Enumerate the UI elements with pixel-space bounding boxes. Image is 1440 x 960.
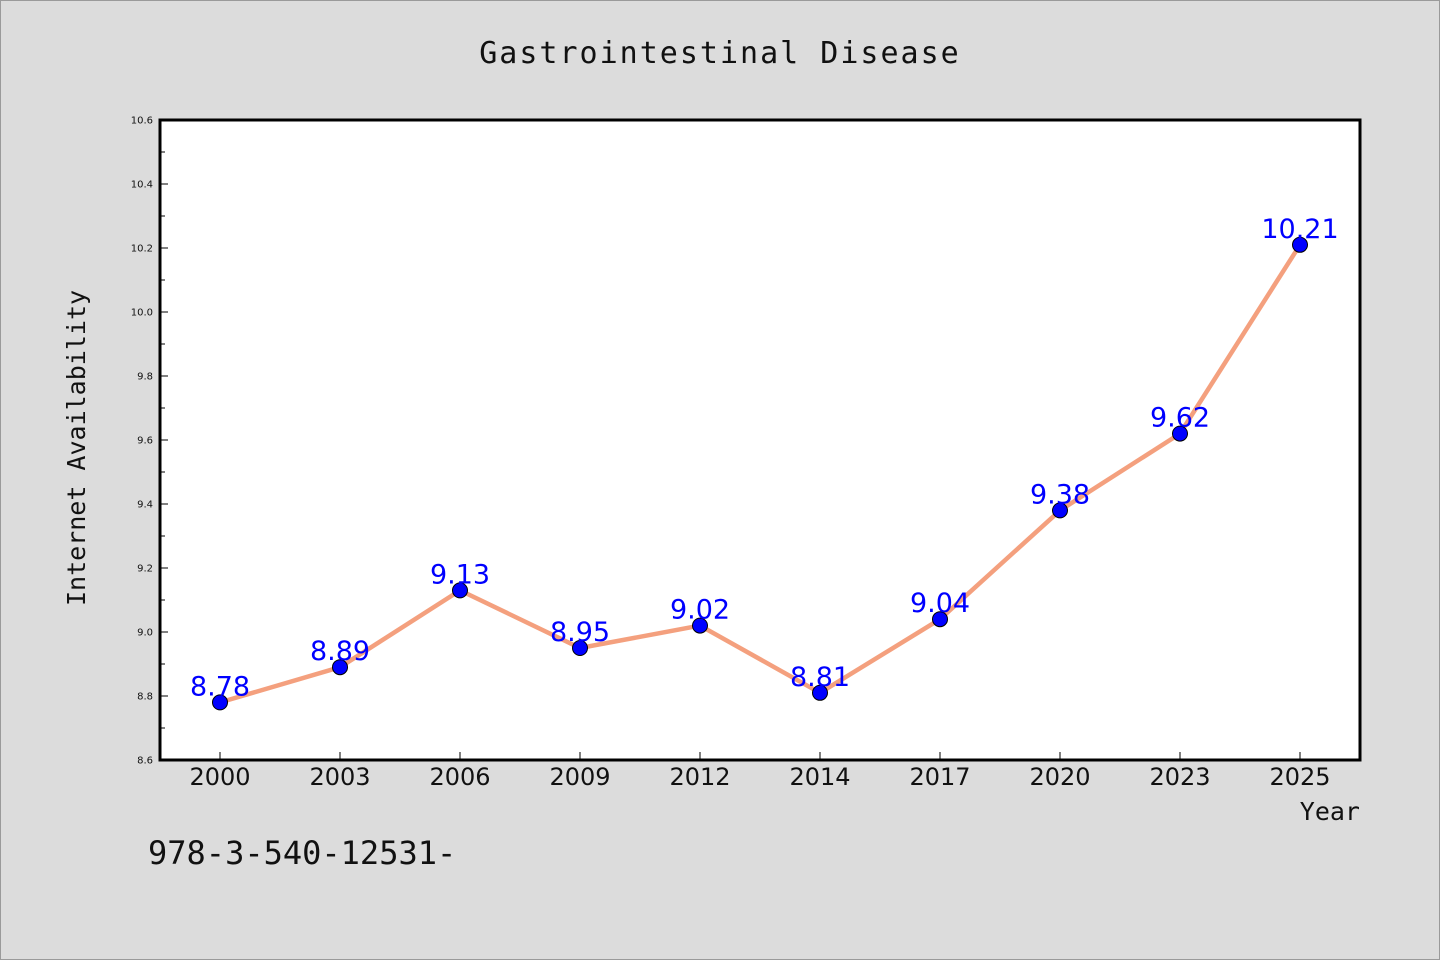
data-value-label: 8.78: [190, 671, 250, 702]
data-point-marker: [212, 694, 228, 711]
y-tick-label: 8.8: [137, 692, 153, 703]
data-value-label: 9.02: [670, 595, 730, 626]
x-tick-label: 2025: [1269, 763, 1330, 791]
x-tick-label: 2023: [1149, 763, 1210, 791]
x-tick-label: 2017: [909, 763, 970, 791]
data-point-marker: [452, 582, 468, 599]
y-tick-label: 9.2: [137, 564, 153, 575]
x-axis: 2000 2003 2006 2009 2012 2014 2017 2020 2023 2025: [189, 752, 1331, 791]
data-value-label: 9.04: [910, 588, 970, 619]
x-tick-label: 2000: [189, 763, 250, 791]
data-value-label: 9.62: [1150, 403, 1210, 434]
x-axis-label: Year: [1300, 797, 1360, 826]
y-tick-label: 8.6: [137, 756, 153, 767]
data-value-label: 9.13: [430, 559, 490, 590]
y-tick-label: 10.4: [131, 180, 153, 191]
data-point-marker: [332, 659, 348, 676]
x-tick-label: 2003: [309, 763, 370, 791]
data-point-marker: [572, 640, 588, 656]
y-tick-label: 10.0: [131, 308, 153, 319]
y-tick-label: 9.4: [137, 500, 153, 511]
series-line: [217, 242, 1303, 705]
x-tick-label: 2020: [1029, 763, 1090, 791]
data-point-marker: [932, 611, 948, 628]
x-tick-label: 2014: [789, 763, 850, 791]
series-line-group: 8.78 8.89 9.13 8.95 9.02 8.81 9.04 9.38 9.62 10.2…: [190, 214, 1339, 711]
chart-title: Gastrointestinal Disease: [479, 36, 960, 71]
data-point-marker: [812, 684, 828, 701]
y-tick-label: 9.6: [137, 436, 153, 447]
data-value-label: 8.81: [790, 662, 850, 693]
x-tick-label: 2009: [549, 763, 610, 791]
data-value-label: 9.38: [1030, 479, 1090, 510]
y-tick-label: 10.2: [131, 244, 153, 255]
x-tick-label: 2012: [669, 763, 730, 791]
data-point-marker: [1172, 425, 1188, 442]
data-value-label: 8.95: [550, 617, 610, 648]
data-point-marker: [1052, 502, 1068, 519]
y-tick-label: 9.8: [137, 372, 153, 383]
data-value-label: 10.21: [1261, 214, 1338, 245]
y-axis: 8.6 8.8 9.0 9.2 9.4 9.6 9.8 10.0 10.2 10.4 10.6: [131, 116, 168, 767]
data-point-marker: [1292, 236, 1308, 253]
footnote-isbn: 978-3-540-12531-: [148, 834, 456, 872]
data-value-label: 8.89: [310, 636, 370, 667]
x-tick-label: 2006: [429, 763, 490, 791]
data-point-marker: [692, 617, 708, 634]
y-tick-label: 10.6: [131, 116, 153, 127]
y-axis-label: Internet Availability: [62, 290, 91, 606]
y-tick-label: 9.0: [137, 628, 153, 639]
